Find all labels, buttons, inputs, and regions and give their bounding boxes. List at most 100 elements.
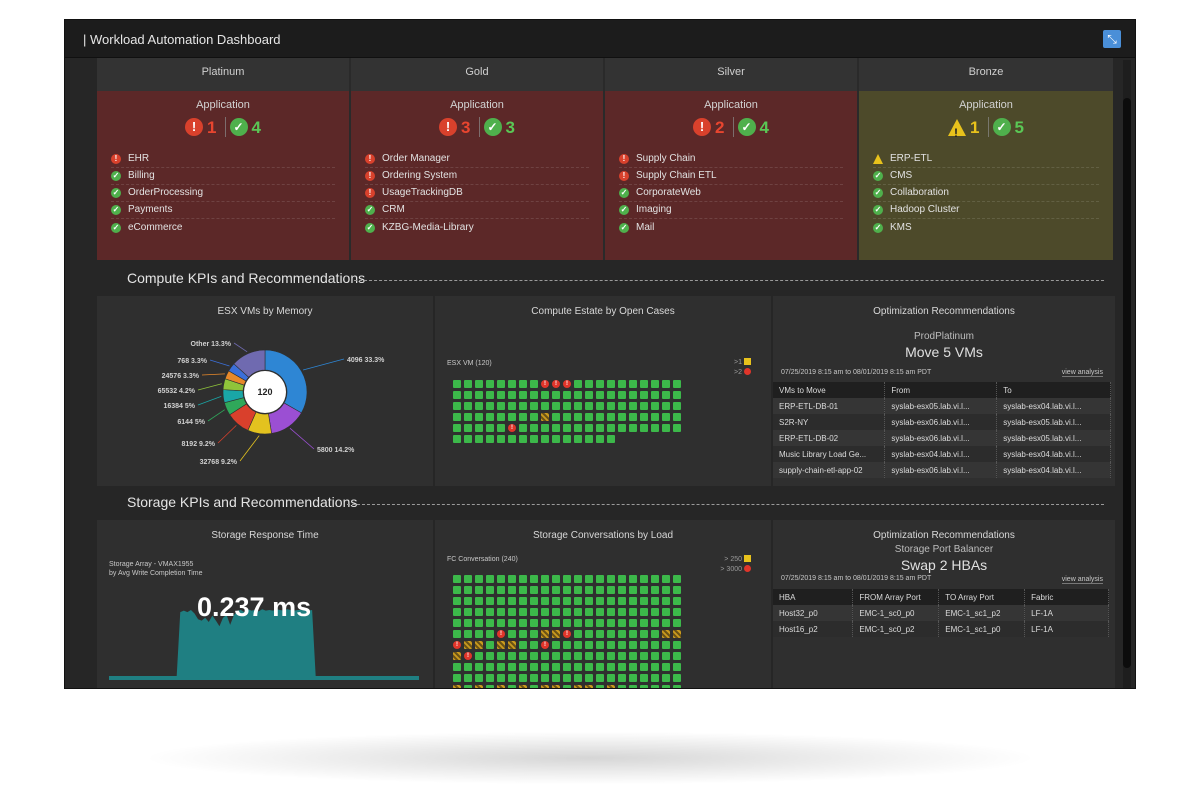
grid-cell[interactable] [629,597,637,605]
grid-cell[interactable] [618,663,626,671]
grid-cell[interactable] [519,619,527,627]
grid-cell[interactable] [486,674,494,682]
grid-cell[interactable] [486,391,494,399]
grid-cell[interactable] [596,391,604,399]
grid-cell[interactable] [662,597,670,605]
grid-cell[interactable] [497,597,505,605]
grid-cell[interactable] [486,652,494,660]
grid-cell[interactable] [662,641,670,649]
app-list-item[interactable]: Supply Chain [619,151,843,168]
grid-cell[interactable] [563,652,571,660]
grid-cell[interactable] [508,608,516,616]
grid-cell[interactable] [618,619,626,627]
grid-cell[interactable] [552,575,560,583]
grid-cell-warning[interactable] [519,685,527,688]
grid-cell[interactable] [629,641,637,649]
grid-cell[interactable] [519,413,527,421]
grid-cell[interactable] [640,674,648,682]
grid-cell[interactable] [552,435,560,443]
grid-cell[interactable] [486,435,494,443]
grid-cell-warning[interactable] [497,685,505,688]
grid-cell-error[interactable] [541,641,549,649]
grid-cell[interactable] [574,380,582,388]
grid-cell[interactable] [508,413,516,421]
storage-view-analysis-link[interactable]: view analysis [1061,576,1103,584]
table-row[interactable]: Host32_p0 EMC-1_sc0_p0 EMC-1_sc1_p2 LF-1A [773,605,1109,621]
grid-cell[interactable] [640,586,648,594]
grid-cell[interactable] [486,402,494,410]
grid-cell[interactable] [640,630,648,638]
grid-cell[interactable] [607,391,615,399]
grid-cell-warning[interactable] [662,630,670,638]
grid-cell[interactable] [530,663,538,671]
grid-cell[interactable] [475,619,483,627]
grid-cell[interactable] [585,663,593,671]
grid-cell-warning[interactable] [497,641,505,649]
grid-cell[interactable] [662,391,670,399]
grid-cell[interactable] [596,597,604,605]
grid-cell[interactable] [574,630,582,638]
grid-cell[interactable] [519,597,527,605]
app-list-item[interactable]: CRM [365,202,589,219]
grid-cell[interactable] [662,424,670,432]
grid-cell[interactable] [585,380,593,388]
grid-cell[interactable] [563,608,571,616]
grid-cell[interactable] [585,586,593,594]
grid-cell-warning[interactable] [574,685,582,688]
grid-cell[interactable] [574,435,582,443]
grid-cell[interactable] [607,630,615,638]
grid-cell[interactable] [453,619,461,627]
grid-cell[interactable] [519,435,527,443]
grid-cell[interactable] [563,619,571,627]
grid-cell[interactable] [585,391,593,399]
grid-cell[interactable] [596,641,604,649]
column-header[interactable]: VMs to Move [773,382,886,398]
grid-cell-error[interactable] [563,380,571,388]
column-header[interactable]: FROM Array Port [852,589,940,605]
grid-cell[interactable] [574,619,582,627]
grid-cell[interactable] [651,619,659,627]
grid-cell[interactable] [662,608,670,616]
grid-cell[interactable] [530,597,538,605]
grid-cell[interactable] [486,630,494,638]
grid-cell[interactable] [662,380,670,388]
grid-cell-warning[interactable] [541,685,549,688]
grid-cell[interactable] [651,630,659,638]
grid-cell[interactable] [475,630,483,638]
grid-cell[interactable] [596,619,604,627]
app-list-item[interactable]: Ordering System [365,168,589,185]
grid-cell[interactable] [519,641,527,649]
tier-platinum[interactable]: PlatinumApplication14EHRBillingOrderProc… [97,58,351,260]
grid-cell[interactable] [574,402,582,410]
grid-cell[interactable] [618,641,626,649]
grid-cell[interactable] [486,641,494,649]
grid-cell[interactable] [607,652,615,660]
grid-cell[interactable] [552,391,560,399]
grid-cell[interactable] [475,391,483,399]
grid-cell[interactable] [596,402,604,410]
grid-cell[interactable] [651,413,659,421]
grid-cell[interactable] [541,391,549,399]
grid-cell[interactable] [629,685,637,688]
grid-cell[interactable] [673,380,681,388]
grid-cell[interactable] [563,663,571,671]
grid-cell[interactable] [530,608,538,616]
grid-cell[interactable] [464,575,472,583]
grid-cell[interactable] [563,391,571,399]
grid-cell-error[interactable] [497,630,505,638]
grid-cell[interactable] [497,619,505,627]
table-row[interactable]: ERP-ETL-DB-01 syslab-esx05.lab.vi.l... sys… [773,398,1111,414]
grid-cell[interactable] [519,630,527,638]
grid-cell[interactable] [585,674,593,682]
grid-cell[interactable] [651,424,659,432]
grid-cell[interactable] [662,402,670,410]
grid-cell[interactable] [475,674,483,682]
grid-cell[interactable] [475,435,483,443]
grid-cell-error[interactable] [563,630,571,638]
grid-cell[interactable] [519,663,527,671]
column-header[interactable]: From [884,382,998,398]
grid-cell[interactable] [673,674,681,682]
grid-cell[interactable] [651,608,659,616]
grid-cell[interactable] [486,586,494,594]
grid-cell[interactable] [486,575,494,583]
